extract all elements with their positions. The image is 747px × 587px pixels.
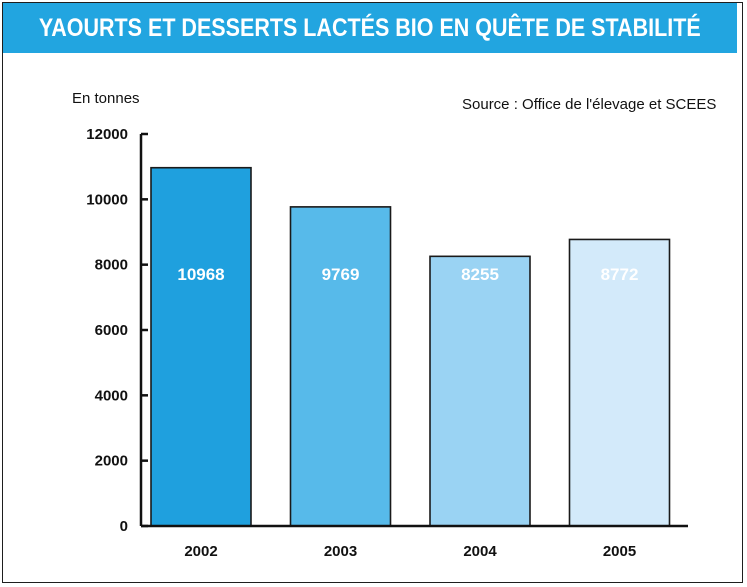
- y-tick-label-6000: 6000: [95, 322, 128, 339]
- bar-value-label-2002: 10968: [177, 265, 224, 284]
- y-tick-label-4000: 4000: [95, 387, 128, 404]
- y-tick-label-12000: 12000: [86, 126, 128, 143]
- x-tick-label-2005: 2005: [603, 543, 636, 560]
- chart-title: YAOURTS ET DESSERTS LACTÉS BIO EN QUÊTE …: [39, 13, 701, 42]
- y-tick-label-0: 0: [120, 518, 128, 535]
- source-note: Source : Office de l'élevage et SCEES: [462, 96, 717, 113]
- bar-2005: [568, 238, 671, 527]
- bar-2004: [429, 255, 531, 527]
- bar-value-label-2003: 9769: [322, 265, 360, 284]
- y-axis-unit-label: En tonnes: [72, 90, 140, 107]
- bar-2003: [289, 206, 392, 527]
- y-tick-label-8000: 8000: [95, 257, 128, 274]
- x-tick-label-2003: 2003: [324, 543, 357, 560]
- y-tick-label-2000: 2000: [95, 453, 128, 470]
- title-banner: YAOURTS ET DESSERTS LACTÉS BIO EN QUÊTE …: [3, 3, 737, 53]
- bar-value-label-2004: 8255: [461, 265, 499, 284]
- y-tick-label-10000: 10000: [86, 191, 128, 208]
- x-tick-label-2002: 2002: [184, 543, 217, 560]
- x-tick-label-2004: 2004: [463, 543, 497, 560]
- bar-value-label-2005: 8772: [601, 265, 639, 284]
- bar-2002: [150, 166, 252, 527]
